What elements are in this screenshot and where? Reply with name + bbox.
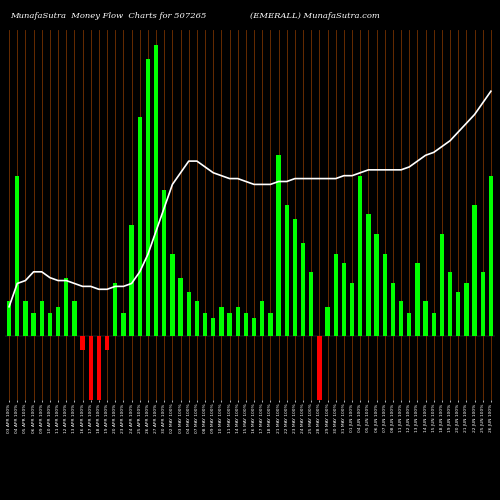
Bar (440, 234, 444, 336)
Bar (228, 312, 232, 336)
Bar (448, 272, 452, 336)
Bar (64, 278, 68, 336)
Bar (72, 301, 76, 336)
Bar (374, 234, 379, 336)
Bar (464, 284, 468, 336)
Bar (96, 336, 101, 500)
Bar (424, 301, 428, 336)
Bar (326, 307, 330, 336)
Bar (317, 336, 322, 446)
Bar (7, 301, 12, 336)
Text: MunafaSutra  Money Flow  Charts for 507265: MunafaSutra Money Flow Charts for 507265 (10, 12, 206, 20)
Bar (284, 205, 289, 336)
Bar (252, 318, 256, 336)
Bar (15, 176, 20, 336)
Bar (186, 292, 191, 336)
Bar (154, 44, 158, 336)
Bar (203, 312, 207, 336)
Bar (236, 307, 240, 336)
Bar (301, 242, 306, 336)
Bar (472, 205, 477, 336)
Bar (105, 336, 110, 350)
Bar (456, 292, 460, 336)
Bar (170, 254, 174, 336)
Bar (194, 301, 199, 336)
Bar (121, 312, 126, 336)
Bar (309, 272, 314, 336)
Bar (292, 220, 297, 336)
Bar (390, 284, 395, 336)
Bar (382, 254, 387, 336)
Bar (130, 225, 134, 336)
Bar (80, 336, 85, 350)
Bar (40, 301, 44, 336)
Bar (399, 301, 404, 336)
Bar (23, 301, 28, 336)
Bar (268, 312, 272, 336)
Bar (342, 263, 346, 336)
Bar (432, 312, 436, 336)
Bar (407, 312, 412, 336)
Bar (32, 312, 36, 336)
Bar (178, 278, 183, 336)
Bar (334, 254, 338, 336)
Bar (48, 312, 52, 336)
Bar (56, 307, 60, 336)
Bar (260, 301, 264, 336)
Bar (488, 176, 493, 336)
Bar (480, 272, 485, 336)
Bar (146, 59, 150, 336)
Bar (358, 176, 362, 336)
Bar (415, 263, 420, 336)
Bar (88, 336, 93, 452)
Bar (162, 190, 166, 336)
Bar (211, 318, 216, 336)
Bar (219, 307, 224, 336)
Bar (276, 156, 281, 336)
Bar (366, 214, 370, 336)
Bar (138, 118, 142, 336)
Bar (113, 284, 117, 336)
Bar (350, 284, 354, 336)
Text: (EMERALL) MunafaSutra.com: (EMERALL) MunafaSutra.com (250, 12, 380, 20)
Bar (244, 312, 248, 336)
